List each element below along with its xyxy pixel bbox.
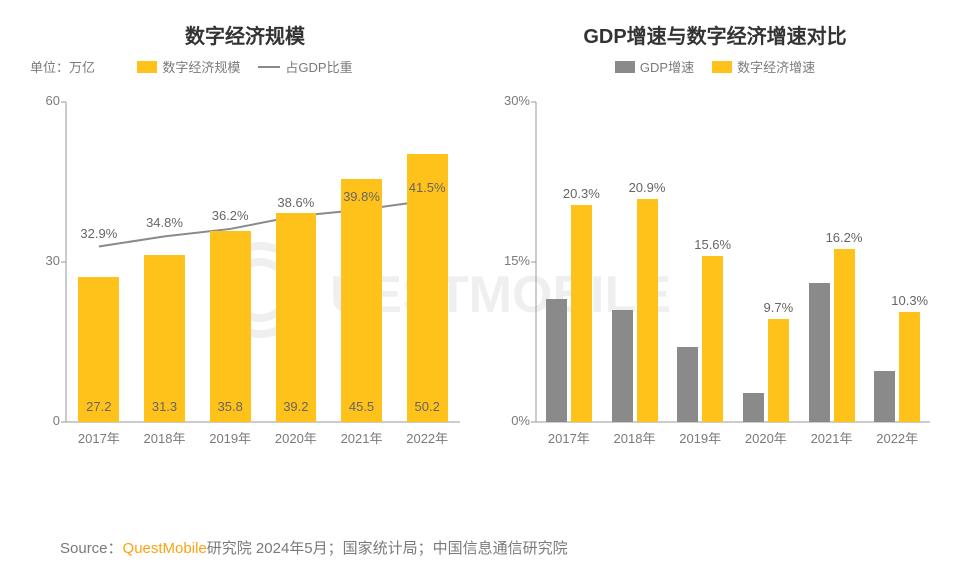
bar-gdp bbox=[612, 310, 633, 422]
x-tick-label: 2018年 bbox=[602, 422, 668, 452]
x-tick-label: 2022年 bbox=[864, 422, 930, 452]
x-tick-label: 2021年 bbox=[329, 422, 395, 452]
bar-digital: 10.3% bbox=[899, 312, 920, 422]
bar: 45.5 bbox=[341, 179, 382, 422]
source-line: Source：QuestMobile研究院 2024年5月；国家统计局；中国信息… bbox=[60, 537, 568, 558]
bar: 31.3 bbox=[144, 255, 185, 422]
bar-slot: 31.3 bbox=[132, 102, 198, 422]
source-rest: 研究院 2024年5月；国家统计局；中国信息通信研究院 bbox=[207, 540, 568, 557]
bar-slot: 20.3% bbox=[536, 102, 602, 422]
bar: 27.2 bbox=[78, 277, 119, 422]
x-tick-label: 2017年 bbox=[536, 422, 602, 452]
right-chart: GDP增速与数字经济增速对比 GDP增速 数字经济增速 20.3% 20.9% 15… bbox=[500, 20, 930, 452]
bar: 39.2 bbox=[276, 213, 317, 422]
line-value-label: 36.2% bbox=[212, 208, 249, 223]
y-tick-label: 30% bbox=[504, 93, 530, 108]
charts-container: 数字经济规模 单位：万亿 数字经济规模 占GDP比重 27.2 31.3 35.8 3… bbox=[0, 0, 960, 452]
y-tick-label: 30 bbox=[46, 253, 60, 268]
x-tick-label: 2018年 bbox=[132, 422, 198, 452]
bar-value-label: 10.3% bbox=[891, 293, 928, 308]
legend-bar: 数字经济规模 bbox=[137, 57, 240, 76]
bar-value-label: 31.3 bbox=[152, 399, 177, 414]
legend-gdp: GDP增速 bbox=[615, 57, 694, 76]
bar-gdp bbox=[809, 283, 830, 422]
bar-value-label: 15.6% bbox=[694, 237, 731, 252]
left-plot: 27.2 31.3 35.8 39.2 45.5 50.2 32.9% 34.8% 36.2%… bbox=[30, 82, 460, 452]
x-tick-label: 2017年 bbox=[66, 422, 132, 452]
legend-line-label: 占GDP比重 bbox=[285, 57, 352, 76]
bar-value-label: 20.3% bbox=[563, 186, 600, 201]
x-tick-label: 2021年 bbox=[799, 422, 865, 452]
bar-gdp bbox=[743, 393, 764, 422]
bar-value-label: 16.2% bbox=[826, 230, 863, 245]
x-tick-label: 2020年 bbox=[733, 422, 799, 452]
unit-label: 单位：万亿 bbox=[30, 57, 95, 76]
line-value-label: 38.6% bbox=[277, 195, 314, 210]
bar-value-label: 20.9% bbox=[629, 180, 666, 195]
y-tick-label: 0 bbox=[53, 413, 60, 428]
bar-value-label: 27.2 bbox=[86, 399, 111, 414]
x-tick-label: 2019年 bbox=[667, 422, 733, 452]
bar-value-label: 45.5 bbox=[349, 399, 374, 414]
line-value-label: 41.5% bbox=[409, 180, 446, 195]
line-value-label: 39.8% bbox=[343, 189, 380, 204]
bar-slot: 35.8 bbox=[197, 102, 263, 422]
legend-gdp-label: GDP增速 bbox=[640, 57, 694, 76]
bar-slot: 10.3% bbox=[864, 102, 930, 422]
bar: 35.8 bbox=[210, 231, 251, 422]
left-legend: 单位：万亿 数字经济规模 占GDP比重 bbox=[30, 57, 460, 76]
bar-value-label: 35.8 bbox=[218, 399, 243, 414]
right-plot: 20.3% 20.9% 15.6% 9.7% 16.2% 10.3% 0% 15% 30% 2… bbox=[500, 82, 930, 452]
y-tick-label: 0% bbox=[511, 413, 530, 428]
legend-digital: 数字经济增速 bbox=[712, 57, 815, 76]
bar-digital: 9.7% bbox=[768, 319, 789, 422]
left-chart-title: 数字经济规模 bbox=[30, 20, 460, 49]
bar-digital: 16.2% bbox=[834, 249, 855, 422]
right-legend: GDP增速 数字经济增速 bbox=[500, 57, 930, 76]
bar-slot: 50.2 bbox=[394, 102, 460, 422]
legend-bar-label: 数字经济规模 bbox=[162, 57, 240, 76]
bar-gdp bbox=[546, 299, 567, 422]
bar-gdp bbox=[874, 371, 895, 422]
bar-digital: 20.9% bbox=[637, 199, 658, 422]
bar-slot: 27.2 bbox=[66, 102, 132, 422]
bar-slot: 39.2 bbox=[263, 102, 329, 422]
bar-slot: 20.9% bbox=[602, 102, 668, 422]
source-brand: QuestMobile bbox=[123, 540, 207, 557]
bar-slot: 15.6% bbox=[667, 102, 733, 422]
y-tick-label: 60 bbox=[46, 93, 60, 108]
x-tick-label: 2022年 bbox=[394, 422, 460, 452]
legend-digital-label: 数字经济增速 bbox=[737, 57, 815, 76]
y-tick-label: 15% bbox=[504, 253, 530, 268]
legend-line: 占GDP比重 bbox=[258, 57, 352, 76]
bar-value-label: 39.2 bbox=[283, 399, 308, 414]
source-prefix: Source： bbox=[60, 540, 123, 557]
x-tick-label: 2019年 bbox=[197, 422, 263, 452]
bar-slot: 9.7% bbox=[733, 102, 799, 422]
bar-digital: 15.6% bbox=[702, 256, 723, 422]
bar-slot: 16.2% bbox=[799, 102, 865, 422]
bar-digital: 20.3% bbox=[571, 205, 592, 422]
right-chart-title: GDP增速与数字经济增速对比 bbox=[500, 20, 930, 49]
bar-slot: 45.5 bbox=[329, 102, 395, 422]
bar-value-label: 50.2 bbox=[415, 399, 440, 414]
left-chart: 数字经济规模 单位：万亿 数字经济规模 占GDP比重 27.2 31.3 35.8 3… bbox=[30, 20, 460, 452]
bar-gdp bbox=[677, 347, 698, 422]
line-value-label: 32.9% bbox=[80, 226, 117, 241]
x-tick-label: 2020年 bbox=[263, 422, 329, 452]
line-value-label: 34.8% bbox=[146, 215, 183, 230]
bar-value-label: 9.7% bbox=[764, 300, 794, 315]
